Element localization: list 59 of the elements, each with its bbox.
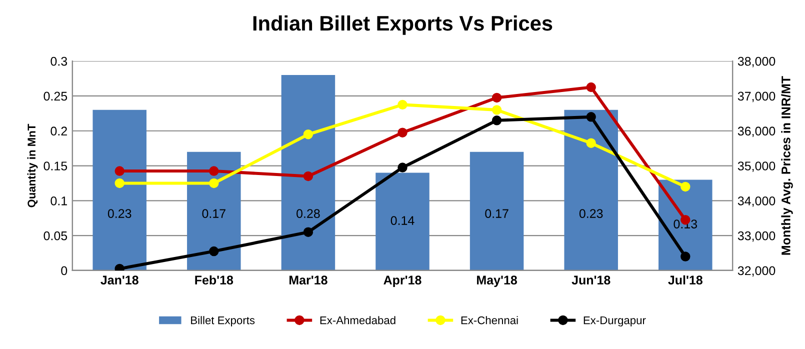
y2-tick-label: 35,000 [738, 162, 776, 172]
legend-label: Billet Exports [191, 316, 255, 326]
point [492, 92, 502, 103]
point [680, 252, 690, 262]
data-label: 0.23 [108, 209, 132, 218]
point [586, 82, 596, 92]
x-tick-label: Apr'18 [384, 276, 422, 287]
y2-axis-title: Monthly Avg. Prices in INR/MT [781, 76, 793, 255]
y2-tick-label: 36,000 [738, 126, 776, 138]
bar [92, 110, 146, 270]
y-tick-label: 0.2 [50, 126, 67, 136]
y-tick-label: 0.15 [44, 162, 68, 170]
point [303, 171, 314, 182]
point [114, 166, 124, 176]
data-label: 0.17 [202, 209, 226, 218]
point [492, 105, 502, 115]
point [209, 246, 219, 256]
y2-tick-label: 33,000 [738, 231, 776, 242]
point [680, 182, 690, 192]
point [586, 138, 596, 148]
legend-label: Ex-Chennai [461, 316, 518, 324]
point [398, 100, 408, 110]
data-label: 0.17 [485, 209, 508, 218]
legend-label: Ex-Durgapur [584, 316, 646, 326]
bar [376, 172, 430, 270]
data-label: 0.14 [390, 216, 414, 225]
point [492, 116, 502, 126]
legend-label: Ex-Ahmedabad [320, 316, 396, 324]
data-label: 0.28 [296, 209, 320, 218]
y2-tick-label: 37,000 [738, 92, 776, 102]
bar [470, 152, 524, 270]
x-tick-label: Jan'18 [100, 276, 138, 285]
y-tick-label: 0.1 [50, 196, 67, 206]
y-tick-label: 0.05 [44, 231, 68, 240]
point [398, 162, 408, 172]
point [303, 227, 314, 237]
y2-tick-label: 38,000 [738, 56, 776, 68]
point [209, 166, 219, 176]
x-tick-label: Jul'18 [668, 275, 702, 285]
chart-title: Indian Billet Exports Vs Prices [253, 15, 552, 35]
y-axis-title: Quantity in MnT [27, 124, 38, 208]
y2-tick-label: 34,000 [738, 196, 776, 207]
point [303, 130, 314, 140]
point [209, 178, 219, 188]
bar [281, 75, 336, 270]
bar [564, 110, 618, 270]
y2-tick-label: 32,000 [738, 266, 776, 277]
x-tick-label: May'18 [477, 276, 518, 287]
x-tick-label: Mar'18 [289, 276, 328, 285]
x-tick-label: Jun'18 [572, 276, 610, 285]
y-tick-label: 0 [61, 266, 68, 276]
point [586, 112, 596, 122]
y-tick-label: 0.25 [44, 92, 68, 101]
x-tick-label: Feb'18 [195, 275, 234, 285]
y-tick-label: 0.3 [50, 56, 68, 66]
data-label: 0.23 [579, 209, 603, 218]
bar [187, 152, 241, 270]
point [114, 178, 124, 188]
point [398, 128, 408, 138]
